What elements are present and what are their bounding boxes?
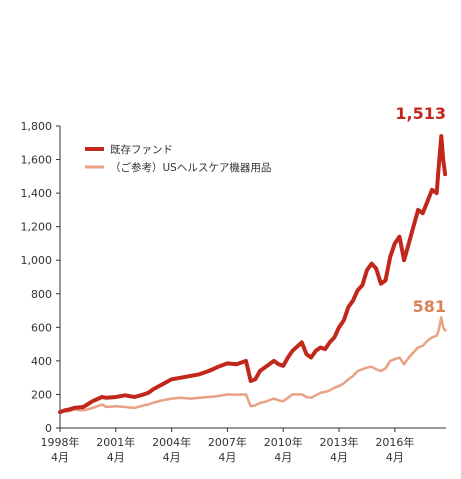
x-tick-label-month: 4月 — [330, 451, 348, 464]
x-tick-label-month: 4月 — [274, 451, 292, 464]
end-value-label-1: 1,513 — [395, 104, 446, 123]
series-line-2 — [58, 316, 447, 414]
x-tick-label-year: 2013年 — [320, 435, 359, 449]
legend-label-1: 既存ファンド — [110, 143, 173, 156]
y-tick-label: 600 — [31, 321, 52, 334]
x-tick-label-year: 2001年 — [96, 435, 135, 449]
x-tick-label-month: 4月 — [163, 451, 181, 464]
y-tick-label: 0 — [45, 422, 52, 435]
x-tick-label-month: 4月 — [107, 451, 125, 464]
x-tick-label-year: 1998年 — [41, 435, 80, 449]
series-layer — [58, 134, 448, 415]
x-axis-ticks: 1998年 4月 2001年 4月 2004年 4月 2007年 4月 2010年 4月 2013年… — [41, 428, 414, 464]
legend: 既存ファンド （ご参考）USヘルスケア機器用品 — [85, 143, 271, 174]
x-tick-label-month: 4月 — [51, 451, 69, 464]
end-value-label-2: 581 — [413, 297, 446, 316]
y-tick-label: 1,400 — [21, 187, 53, 200]
y-tick-label: 1,000 — [21, 254, 53, 267]
y-tick-label: 1,600 — [21, 154, 53, 167]
x-tick-label-year: 2004年 — [152, 435, 191, 449]
end-labels: 1,513 581 — [395, 104, 446, 316]
y-tick-label: 200 — [31, 388, 52, 401]
x-tick-label-year: 2007年 — [208, 435, 247, 449]
x-tick-label-month: 4月 — [218, 451, 236, 464]
x-tick-label-month: 4月 — [386, 451, 404, 464]
legend-label-2: （ご参考）USヘルスケア機器用品 — [110, 161, 271, 174]
y-tick-label: 400 — [31, 355, 52, 368]
series-line-1 — [58, 134, 448, 415]
y-tick-label: 800 — [31, 288, 52, 301]
x-tick-label-year: 2010年 — [264, 435, 303, 449]
y-tick-label: 1,800 — [21, 120, 53, 133]
x-tick-label-year: 2016年 — [375, 435, 414, 449]
y-tick-label: 1,200 — [21, 221, 53, 234]
y-axis-ticks: 0 200 400 600 800 1,000 1,200 1,400 1,600 1,800 — [21, 120, 60, 435]
